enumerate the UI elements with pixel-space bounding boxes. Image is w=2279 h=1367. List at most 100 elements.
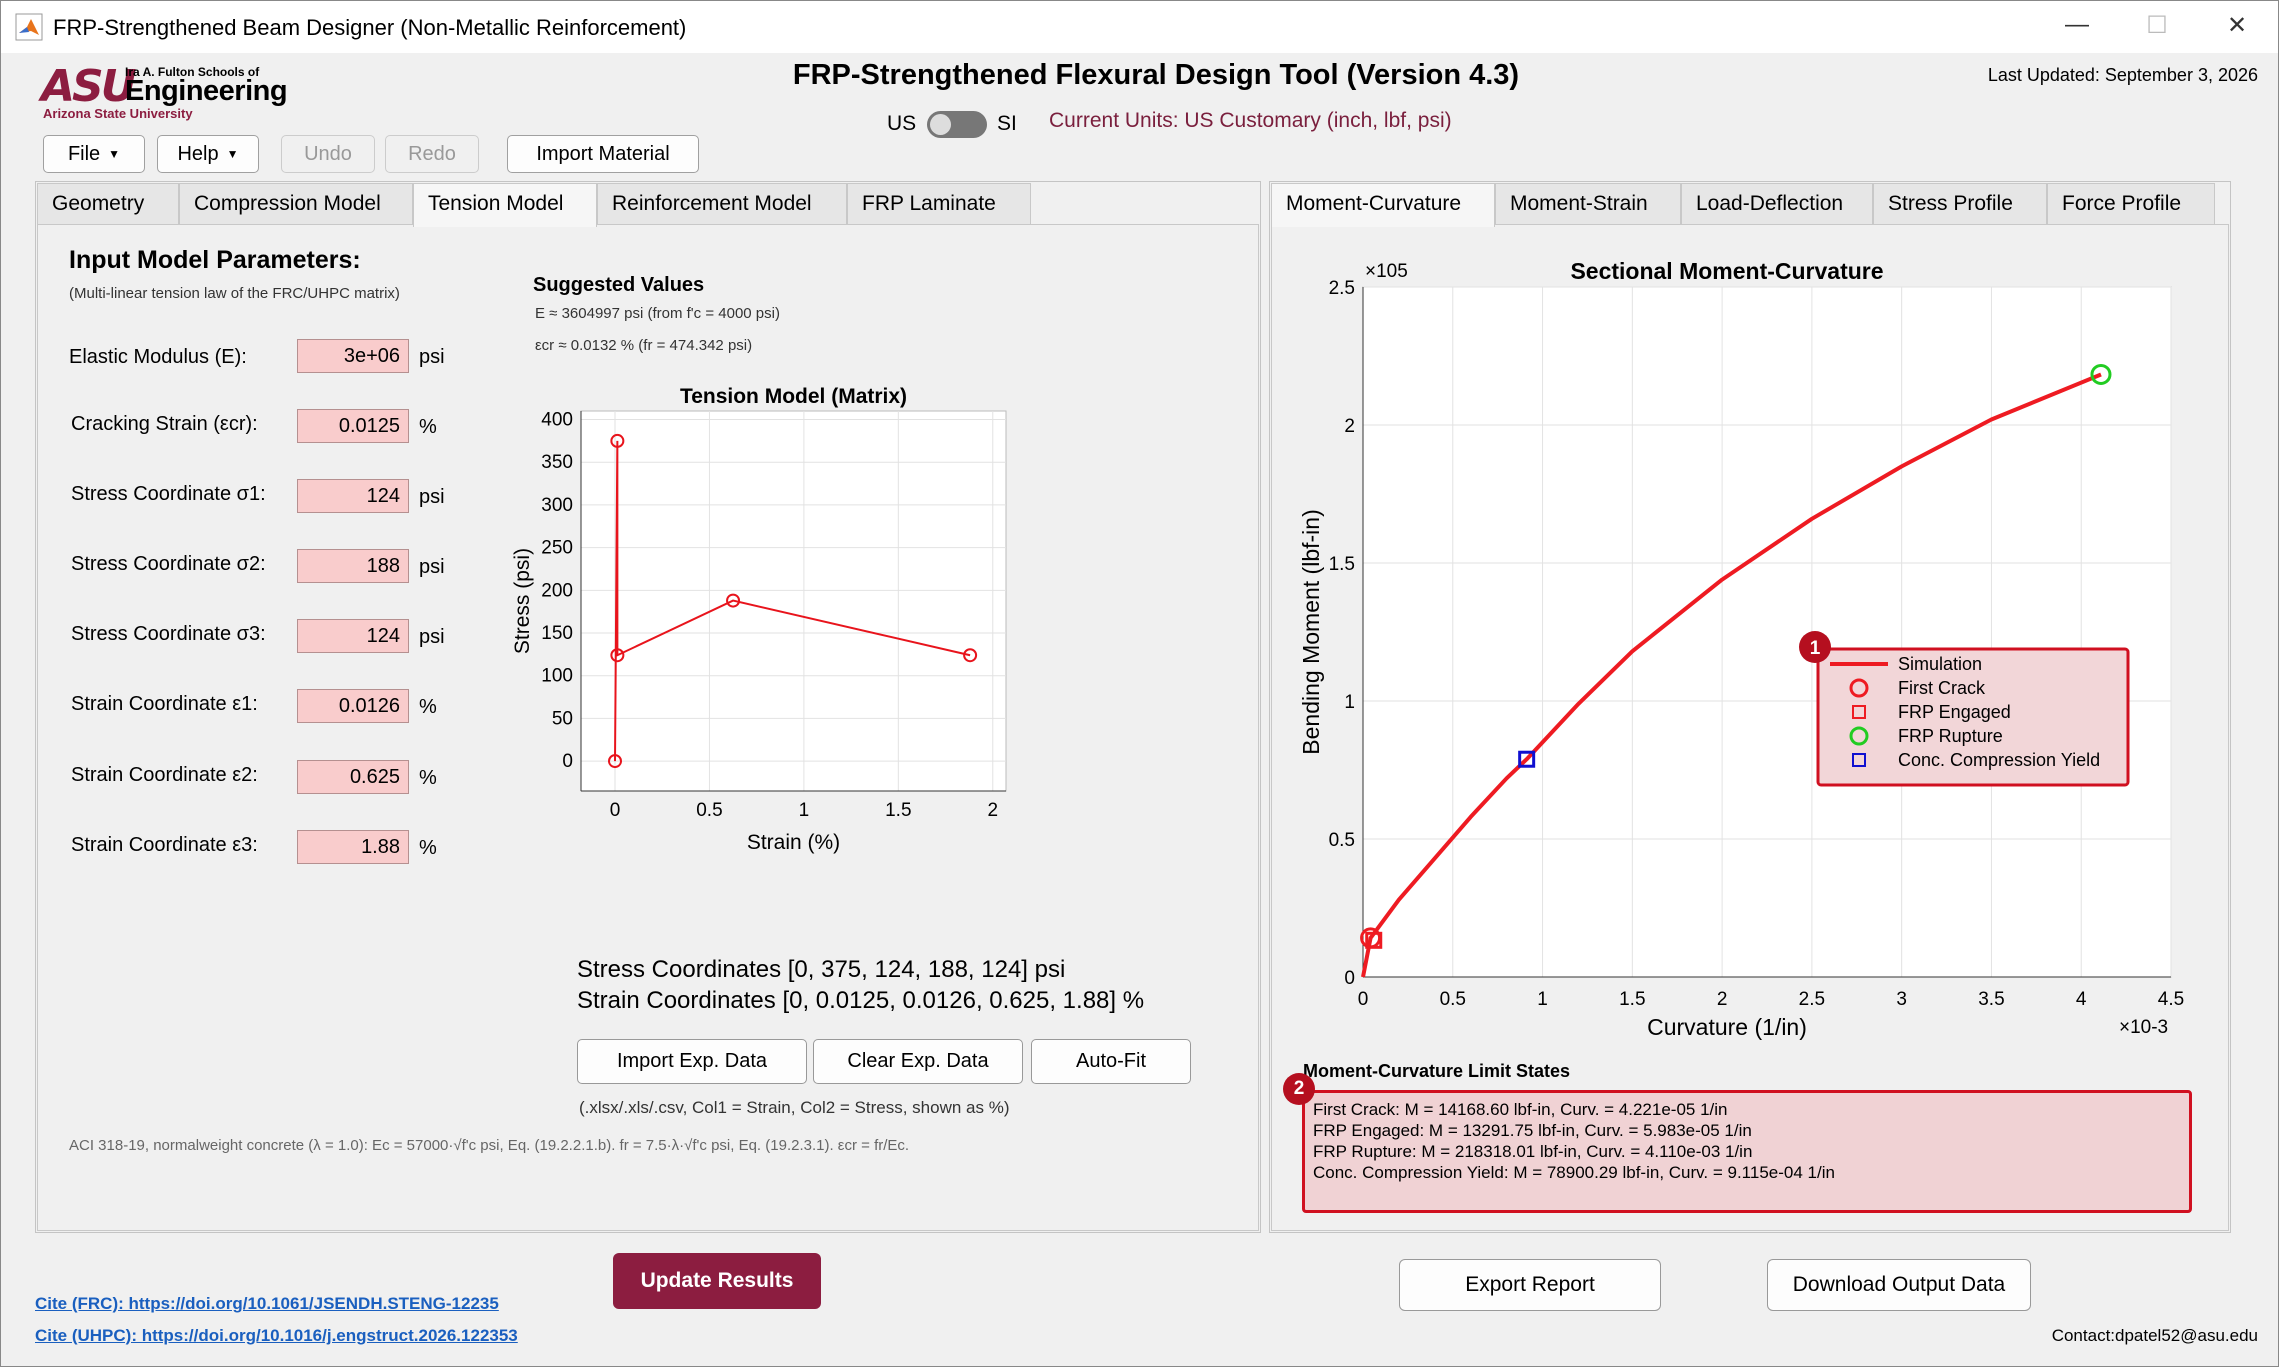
y-tick-label: 150 [541,623,573,644]
units-toggle[interactable] [927,111,987,138]
tab-moment-curvature[interactable]: Moment-Curvature [1271,183,1495,227]
limit-frp-engaged: FRP Engaged: M = 13291.75 lbf-in, Curv. … [1313,1121,1752,1140]
undo-button[interactable]: Undo [281,135,375,173]
minimize-icon[interactable]: — [2065,11,2089,38]
marker-frp-engaged [1365,931,1383,949]
tension-data-point [726,593,741,608]
y-tick-label: 50 [552,708,573,729]
tension-data-point [608,754,622,769]
logo-fulton-text: Ira A. Fulton Schools of [125,65,260,79]
tab-load-deflection[interactable]: Load-Deflection [1681,183,1873,225]
x-tick-label: 1.5 [885,800,911,821]
tension-series-line [614,440,971,762]
strain-coordinates: Strain Coordinates [0, 0.0125, 0.0126, 0… [577,987,1145,1014]
tab-stress-profile[interactable]: Stress Profile [1873,183,2047,225]
badge-1 [1799,631,1831,663]
tab-reinforcement-model[interactable]: Reinforcement Model [597,183,847,225]
x-axis-label: Strain (%) [747,831,840,854]
tension-data-point [610,433,625,448]
x-tick-label: 2 [987,800,998,821]
param-label-s3: Stress Coordinate σ3: [71,623,266,645]
elastic-modulus-input[interactable]: 3e+06 [297,339,409,373]
tab-force-profile[interactable]: Force Profile [2047,183,2215,225]
stress-coord-1-input[interactable]: 124 [297,479,409,513]
x-tick-label: 1 [1537,989,1548,1010]
x-tick-label: 1 [799,800,810,821]
x-tick-label: 4 [2076,989,2087,1010]
strain-coord-2-input[interactable]: 0.625 [297,760,409,794]
cracking-strain-input[interactable]: 0.0125 [297,409,409,443]
y-tick-label: 100 [541,666,573,687]
param-unit: psi [419,626,445,648]
maximize-icon[interactable]: ☐ [2146,12,2168,39]
simulation-line [1361,372,2102,978]
current-units: Current Units: US Customary (inch, lbf, … [1049,109,1452,132]
tab-tension-model[interactable]: Tension Model [413,183,597,227]
param-unit: % [419,696,437,718]
left-tabbar: Geometry Compression Model Tension Model… [37,183,1037,227]
plot-area [580,410,1007,792]
limit-states-title: Moment-Curvature Limit States [1303,1061,1571,1081]
y-tick-label: 0.5 [1329,830,1355,851]
x-tick-label: 1.5 [1619,989,1645,1010]
close-icon[interactable]: ✕ [2226,12,2248,39]
asu-logo: ASU [41,61,137,112]
y-tick-label: 2 [1344,416,1355,437]
cite-uhpc-link[interactable]: Cite (UHPC): https://doi.org/10.1016/j.e… [35,1326,518,1345]
badge-1-label: 1 [1810,638,1821,659]
redo-button[interactable]: Redo [385,135,479,173]
tab-geometry[interactable]: Geometry [37,183,179,225]
caret-down-icon: ▼ [226,147,239,161]
legend-frp-rupture-label: FRP Rupture [1898,726,2003,746]
plot-area [1362,286,2172,978]
tension-data-point [610,648,625,663]
x-tick-label: 2.5 [1799,989,1825,1010]
param-label-e1: Strain Coordinate ε1: [71,693,258,715]
x-axis-label: Curvature (1/in) [1647,1014,1807,1040]
cite-frc-link[interactable]: Cite (FRC): https://doi.org/10.1061/JSEN… [35,1294,499,1313]
file-label: File [67,143,101,165]
stress-coord-3-input[interactable]: 124 [297,619,409,653]
tab-moment-strain[interactable]: Moment-Strain [1495,183,1681,225]
title-bar: FRP-Strengthened Beam Designer (Non-Meta… [1,1,2278,53]
legend-first-crack-swatch [1849,678,1869,698]
export-report-button[interactable]: Export Report [1399,1259,1661,1311]
aci-note: ACI 318-19, normalweight concrete (λ = 1… [69,1137,910,1154]
tab-frp-laminate[interactable]: FRP Laminate [847,183,1031,225]
stress-coord-2-input[interactable]: 188 [297,549,409,583]
file-menu-button[interactable]: File ▼ [43,135,145,173]
update-results-button[interactable]: Update Results [613,1253,821,1309]
download-output-button[interactable]: Download Output Data [1767,1259,2031,1311]
auto-fit-button[interactable]: Auto-Fit [1031,1039,1191,1084]
strain-coord-1-input[interactable]: 0.0126 [297,689,409,723]
clear-exp-data-button[interactable]: Clear Exp. Data [813,1039,1023,1084]
import-material-button[interactable]: Import Material [507,135,699,173]
y-tick-label: 2.5 [1329,278,1355,299]
suggested-e: E ≈ 3604997 psi (from f'c = 4000 psi) [535,305,780,322]
param-unit: psi [419,486,445,508]
chart-title: Tension Model (Matrix) [680,385,907,408]
last-updated: Last Updated: September 3, 2026 [1987,65,2258,85]
x-tick-label: 0 [610,800,621,821]
limit-concrete-yield: Conc. Compression Yield: M = 78900.29 lb… [1313,1163,1835,1182]
tab-compression-model[interactable]: Compression Model [179,183,413,225]
x-tick-label: 2 [1717,989,1728,1010]
help-menu-button[interactable]: Help ▼ [157,135,259,173]
param-label-s2: Stress Coordinate σ2: [71,553,266,575]
legend-conc-compression-yield-label: Conc. Compression Yield [1898,750,2100,770]
y-tick-label: 1 [1344,692,1355,713]
param-label-e3: Strain Coordinate ε3: [71,834,258,856]
y-tick-label: 200 [541,580,573,601]
y-axis-label: Stress (psi) [511,548,534,654]
toggle-knob [930,114,951,135]
import-exp-data-button[interactable]: Import Exp. Data [577,1039,807,1084]
x-tick-label: 0.5 [1440,989,1466,1010]
param-label-ecr: Cracking Strain (εcr): [71,413,258,435]
param-label-s1: Stress Coordinate σ1: [71,483,266,505]
y-tick-label: 0 [562,751,573,772]
limit-first-crack: First Crack: M = 14168.60 lbf-in, Curv. … [1313,1100,1728,1119]
badge-2: 2 [1283,1073,1315,1105]
strain-coord-3-input[interactable]: 1.88 [297,830,409,864]
window-title: FRP-Strengthened Beam Designer (Non-Meta… [53,15,687,40]
